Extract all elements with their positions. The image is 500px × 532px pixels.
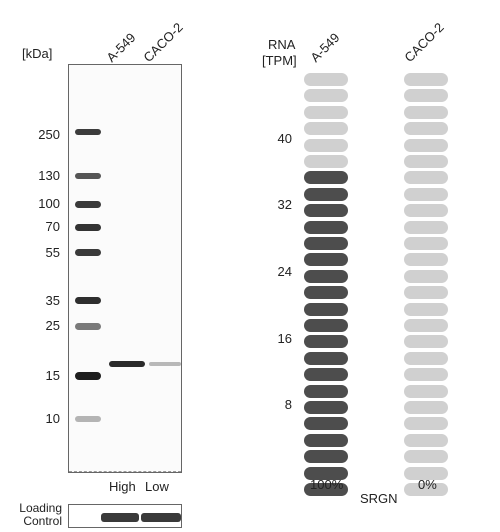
ladder-band-25 [75,323,101,330]
rna-pill-caco2-14 [404,269,448,283]
rna-pill-a549-5 [304,417,348,431]
ladder-band-15 [75,372,101,380]
western-blot-image [68,64,182,473]
ladder-band-250 [75,129,101,135]
level-label-low: Low [145,479,169,494]
rna-column-a549 [304,73,348,496]
rna-pill-caco2-20 [404,171,448,185]
rna-pill-a549-20 [304,171,348,185]
rna-pill-a549-6 [304,401,348,414]
ladder-band-100 [75,201,101,208]
rna-pill-caco2-16 [404,237,448,250]
rna-pill-a549-14 [304,269,348,283]
rna-pill-a549-13 [304,286,348,300]
rna-column-label-a549: A-549 [307,29,343,65]
ladder-band-130 [75,173,101,179]
rna-pill-a549-7 [304,384,348,398]
rna-pill-a549-8 [304,368,348,382]
rna-pill-a549-25 [304,89,348,103]
tpm-tick-16: 16 [277,331,292,346]
ladder-band-10 [75,416,101,422]
rna-pill-a549-24 [304,105,348,119]
lane-label-caco2: CACO-2 [140,19,186,66]
ladder-band-55 [75,249,101,256]
rna-pill-a549-11 [304,319,348,332]
marker-label-55: 55 [45,245,60,260]
marker-label-10: 10 [45,411,60,426]
rna-pill-caco2-3 [404,450,448,464]
marker-label-25: 25 [45,318,60,333]
rna-pill-a549-16 [304,237,348,250]
marker-label-130: 130 [38,168,60,183]
marker-label-250: 250 [38,127,60,142]
rna-pill-a549-9 [304,351,348,365]
rna-pill-a549-4 [304,433,348,447]
marker-label-100: 100 [38,196,60,211]
tpm-tick-8: 8 [284,397,292,412]
rna-pill-a549-18 [304,204,348,218]
rna-pill-caco2-6 [404,401,448,414]
rna-pill-caco2-9 [404,351,448,365]
rna-header-line2: [TPM] [262,53,297,68]
percent-label-a549: 100% [310,477,344,492]
rna-pill-a549-12 [304,302,348,316]
rna-pill-caco2-8 [404,368,448,382]
rna-pill-a549-2 [304,466,348,480]
rna-pill-caco2-15 [404,253,448,267]
rna-pill-caco2-19 [404,187,448,201]
rna-pill-caco2-23 [404,122,448,136]
rna-pill-caco2-10 [404,335,448,349]
rna-pill-caco2-26 [404,73,448,86]
loading-control-image [68,504,182,528]
rna-pill-caco2-25 [404,89,448,103]
rna-pill-caco2-22 [404,138,448,152]
rna-pill-a549-17 [304,220,348,234]
rna-pill-caco2-11 [404,319,448,332]
rna-pill-caco2-18 [404,204,448,218]
rna-pill-caco2-24 [404,105,448,119]
rna-pill-caco2-21 [404,155,448,168]
loading-control-label: Loading Control [19,501,62,528]
rna-pill-a549-19 [304,187,348,201]
tpm-tick-32: 32 [277,197,292,212]
loading-band-caco2 [141,513,181,522]
tpm-tick-24: 24 [277,264,292,279]
marker-label-70: 70 [45,219,60,234]
rna-column-caco2 [404,73,448,496]
rna-pill-a549-21 [304,155,348,168]
rna-pill-a549-23 [304,122,348,136]
tpm-tick-40: 40 [277,131,292,146]
rna-pill-caco2-13 [404,286,448,300]
rna-pill-caco2-12 [404,302,448,316]
rna-pill-caco2-5 [404,417,448,431]
lane-label-a549: A-549 [103,29,139,65]
rna-pill-a549-3 [304,450,348,464]
rna-pill-caco2-4 [404,433,448,447]
ladder-band-70 [75,224,101,231]
rna-pill-a549-10 [304,335,348,349]
ladder-band-35 [75,297,101,304]
rna-column-label-caco2: CACO-2 [401,19,447,66]
rna-pill-caco2-17 [404,220,448,234]
level-label-high: High [109,479,136,494]
loading-band-a549 [101,513,139,522]
rna-header-line1: RNA [268,37,296,52]
percent-label-caco2: 0% [418,477,437,492]
kda-unit-label: [kDa] [22,46,53,61]
rna-pill-caco2-1 [404,483,448,496]
sample-band-caco2 [149,362,181,366]
rna-pill-a549-22 [304,138,348,152]
rna-pill-caco2-7 [404,384,448,398]
gene-label: SRGN [360,491,398,506]
rna-pill-a549-15 [304,253,348,267]
blot-bottom-dashed-line [69,471,181,472]
sample-band-a549 [109,361,145,367]
rna-pill-caco2-2 [404,466,448,480]
marker-label-35: 35 [45,293,60,308]
rna-pill-a549-1 [304,483,348,496]
marker-label-15: 15 [45,368,60,383]
rna-pill-a549-26 [304,73,348,86]
